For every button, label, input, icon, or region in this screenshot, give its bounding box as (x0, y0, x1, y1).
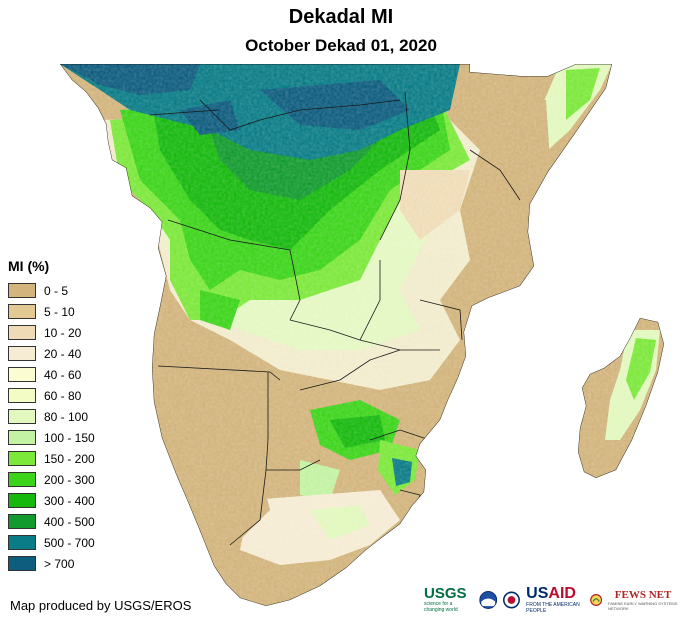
legend-label: 200 - 300 (44, 472, 95, 487)
moisture-index-map (60, 64, 664, 606)
noaa-emblem-icon (479, 591, 497, 609)
legend-item: 60 - 80 (8, 385, 95, 406)
legend-swatch (8, 493, 36, 508)
legend-swatch (8, 472, 36, 487)
legend-item: 10 - 20 (8, 322, 95, 343)
usgs-logo-text: USGS (424, 585, 467, 602)
legend-swatch (8, 514, 36, 529)
legend-label: 20 - 40 (44, 346, 82, 361)
legend-item: 150 - 200 (8, 448, 95, 469)
usaid-tagline: FROM THE AMERICAN PEOPLE (526, 602, 580, 614)
legend-item: 20 - 40 (8, 343, 95, 364)
legend-swatch (8, 283, 36, 298)
usgs-tagline: science for a changing world (424, 601, 458, 613)
legend-swatch (8, 367, 36, 382)
legend-swatch (8, 430, 36, 445)
legend-item: 100 - 150 (8, 427, 95, 448)
map-title: Dekadal MI (288, 6, 394, 28)
usaid-logo-text-us: US (526, 585, 549, 602)
legend-label: 300 - 400 (44, 493, 95, 508)
fews-net-emblem-icon (589, 594, 602, 606)
legend-item: 300 - 400 (8, 490, 95, 511)
legend-label: 40 - 60 (44, 367, 82, 382)
legend-label: > 700 (44, 556, 75, 571)
legend-item: > 700 (8, 553, 95, 574)
legend-label: 60 - 80 (44, 388, 82, 403)
legend-swatch (8, 556, 36, 571)
legend-item: 200 - 300 (8, 469, 95, 490)
usaid-seal-icon (503, 591, 521, 609)
legend-item: 80 - 100 (8, 406, 95, 427)
usgs-logo: USGS science for a changing world (424, 585, 473, 613)
legend-label: 5 - 10 (44, 304, 75, 319)
usaid-logo-text-aid: AID (548, 585, 576, 602)
legend-item: 0 - 5 (8, 280, 95, 301)
legend-label: 150 - 200 (44, 451, 95, 466)
legend-item: 400 - 500 (8, 511, 95, 532)
legend-item: 5 - 10 (8, 301, 95, 322)
legend-title: MI (%) (8, 258, 50, 274)
legend-label: 400 - 500 (44, 514, 95, 529)
map-credit: Map produced by USGS/EROS (10, 598, 192, 613)
legend-swatch (8, 451, 36, 466)
legend-label: 100 - 150 (44, 430, 95, 445)
legend-swatch (8, 304, 36, 319)
legend-swatch (8, 346, 36, 361)
legend-swatch (8, 409, 36, 424)
legend-swatch (8, 535, 36, 550)
legend-swatch (8, 388, 36, 403)
legend-item: 40 - 60 (8, 364, 95, 385)
legend-label: 0 - 5 (44, 283, 69, 298)
fews-net-logo-text: FEWS NET (614, 589, 672, 601)
map-subtitle: October Dekad 01, 2020 (245, 36, 437, 55)
legend-label: 500 - 700 (44, 535, 95, 550)
fews-net-logo: FEWS NET FAMINE EARLY WARNING SYSTEMS NE… (608, 589, 678, 611)
usaid-logo: USAID FROM THE AMERICAN PEOPLE (526, 585, 584, 615)
legend-label: 10 - 20 (44, 325, 82, 340)
legend-item: 500 - 700 (8, 532, 95, 553)
legend-label: 80 - 100 (44, 409, 89, 424)
legend-swatch (8, 325, 36, 340)
agency-logos: USGS science for a changing world USAID … (424, 584, 678, 616)
map-legend: MI (%) 0 - 5 5 - 10 10 - 20 20 - 40 40 -… (8, 258, 95, 574)
fews-net-tagline: FAMINE EARLY WARNING SYSTEMS NETWORK (608, 601, 678, 611)
